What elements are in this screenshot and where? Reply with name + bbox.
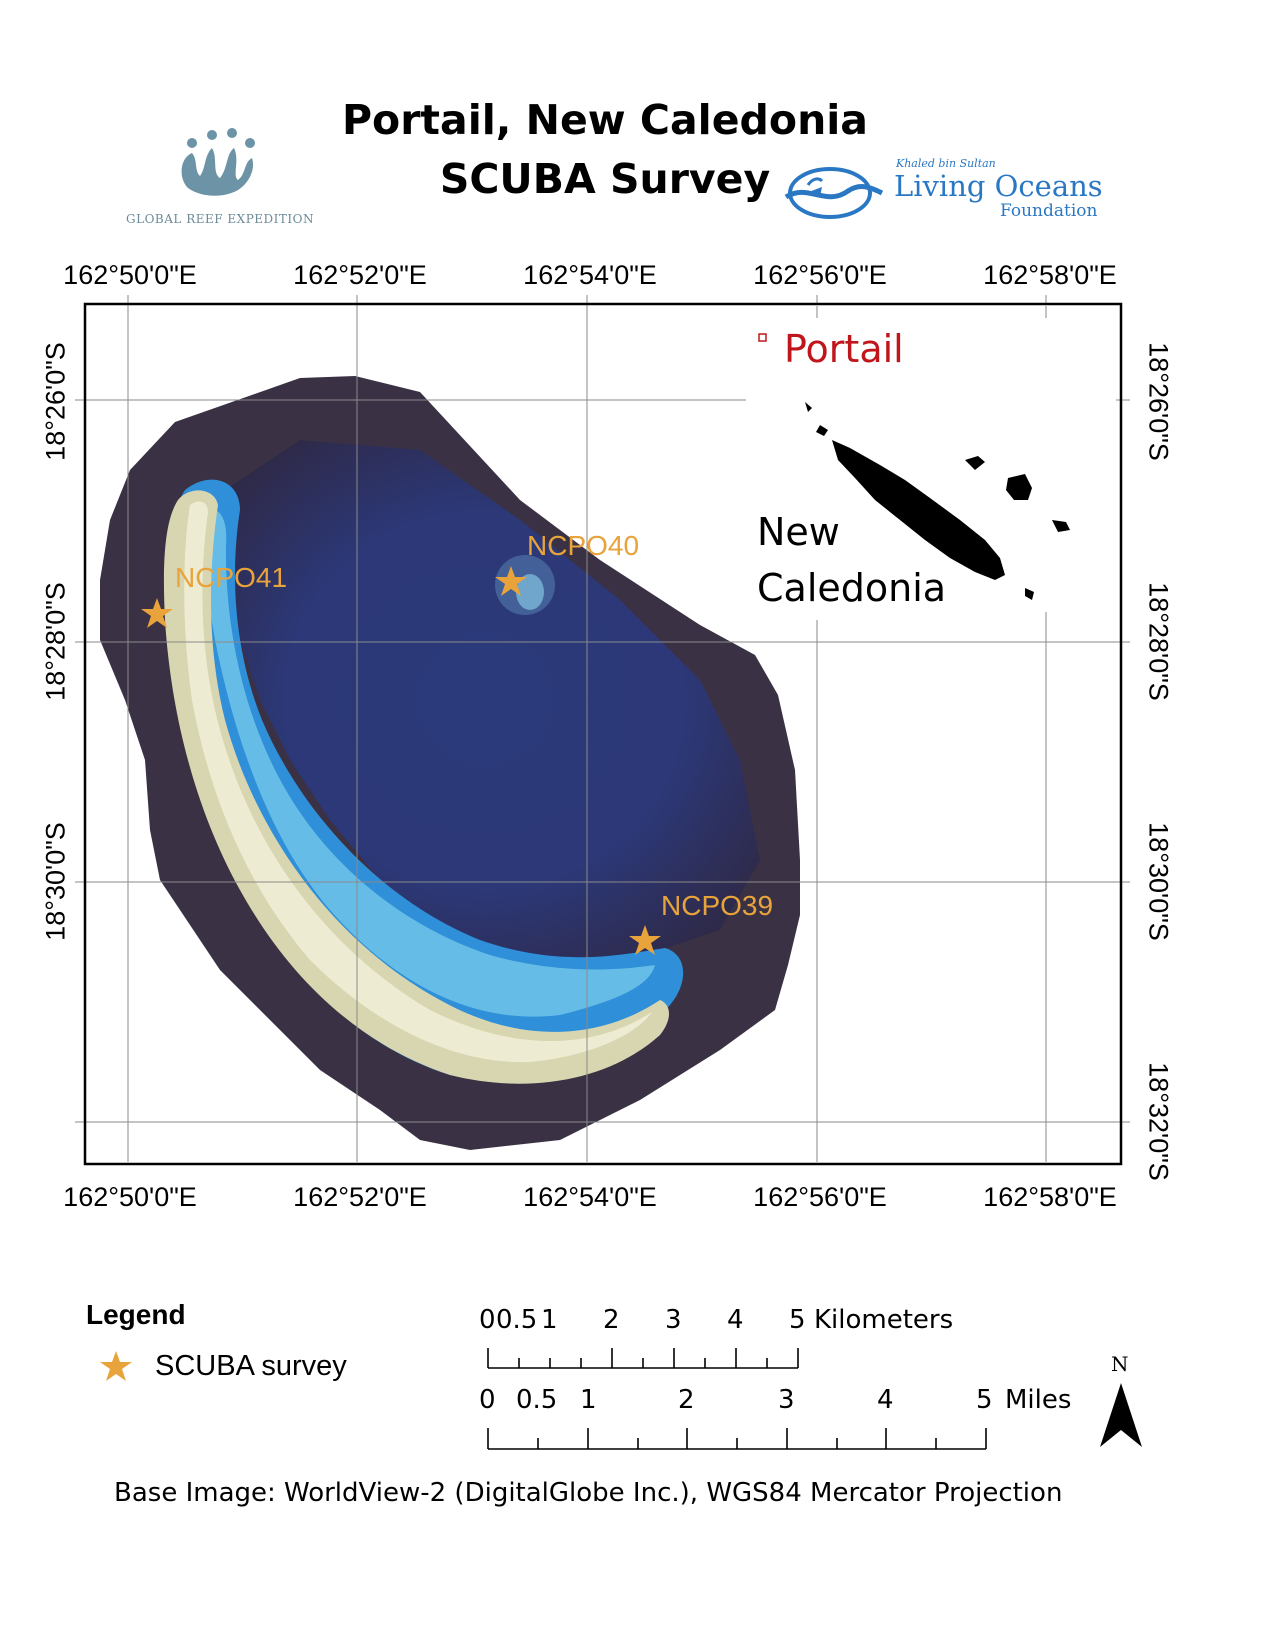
scale-bars [487,1348,987,1450]
km-label-0.5: 0.5 [496,1305,538,1335]
km-label-3: 3 [665,1305,682,1335]
global-reef-expedition-logo: GLOBAL REEF EXPEDITION [120,118,320,228]
new-caledonia-silhouette [805,402,1070,600]
lon-label-bottom-3: 162°54'0"E [523,1182,657,1212]
lon-label-top-5: 162°58'0"E [983,260,1117,290]
map-title-line2: SCUBA Survey [439,155,771,203]
global-reef-expedition-text: GLOBAL REEF EXPEDITION [126,212,314,226]
survey-markers [141,566,661,955]
reef-inner-band [202,509,655,1017]
km-label-2: 2 [603,1305,620,1335]
mi-label-3: 3 [778,1385,795,1415]
reef-crest [163,490,669,1084]
mi-label-0.5: 0.5 [516,1385,558,1415]
lagoon-area [210,440,760,960]
mi-label-1: 1 [580,1385,597,1415]
living-oceans-sub-text: Foundation [1000,201,1098,221]
living-oceans-small-text: Khaled bin Sultan [896,157,996,170]
lon-label-bottom-2: 162°52'0"E [293,1182,427,1212]
lon-label-top-4: 162°56'0"E [753,260,887,290]
mi-label-0: 0 [479,1385,496,1415]
star-icon-ncpo41[interactable] [141,598,173,628]
map-frame [83,302,1123,1166]
lon-label-top-1: 162°50'0"E [63,260,197,290]
site-label-ncpo41: NCPO41 [175,562,288,593]
mi-label-5: 5 [976,1385,993,1415]
north-arrow-icon [1100,1383,1142,1447]
km-label-0: 0 [479,1305,496,1335]
km-unit-label: Kilometers [814,1305,954,1335]
map-title-line1: Portail, New Caledonia [342,96,868,144]
living-oceans-main-text: Living Oceans [894,169,1103,203]
site-label-ncpo40: NCPO40 [527,530,640,561]
star-icon-ncpo40[interactable] [495,566,527,596]
lon-label-bottom-4: 162°56'0"E [753,1182,887,1212]
lon-label-bottom-1: 162°50'0"E [63,1182,197,1212]
wave-emblem-icon [784,167,884,219]
mi-label-2: 2 [678,1385,695,1415]
km-label-5: 5 [789,1305,806,1335]
image-credit: Base Image: WorldView-2 (DigitalGlobe In… [114,1478,1063,1508]
mi-unit-label: Miles [1005,1385,1072,1415]
lon-label-bottom-5: 162°58'0"E [983,1182,1117,1212]
coral-hand-icon [181,128,255,196]
km-label-4: 4 [727,1305,744,1335]
legend-item-label: SCUBA survey [155,1350,347,1382]
site-label-ncpo39: NCPO39 [661,890,774,921]
lon-label-top-2: 162°52'0"E [293,260,427,290]
legend-title: Legend [86,1299,186,1330]
reef-crest-inner [184,501,652,1063]
north-arrow-label: N [1111,1352,1129,1376]
km-label-1: 1 [541,1305,558,1335]
living-oceans-logo: Khaled bin Sultan Living Oceans Foundati… [778,155,1118,230]
inset-country-line1: New [757,510,840,554]
lon-label-top-3: 162°54'0"E [523,260,657,290]
mi-label-4: 4 [877,1385,894,1415]
inset-country-line2: Caledonia [757,566,947,610]
graticule [75,295,1130,1162]
inset-map-background [746,306,1116,620]
portail-marker-icon [758,333,767,342]
patch-reef-ncpo40-inner [516,574,544,610]
star-icon-ncpo39[interactable] [629,925,661,955]
legend-star-icon [100,1351,132,1381]
inset-portail-label: Portail [784,327,904,371]
